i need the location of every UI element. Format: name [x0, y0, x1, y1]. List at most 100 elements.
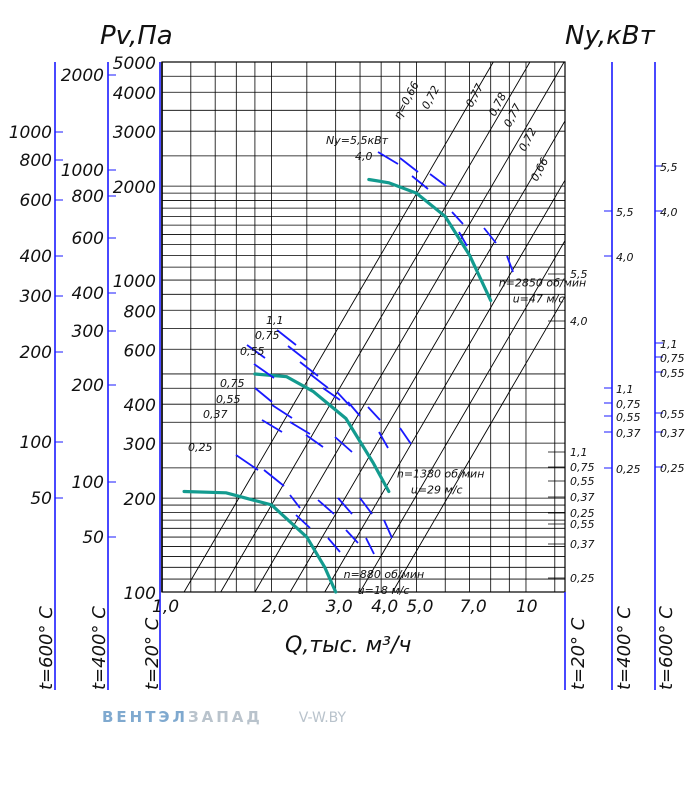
power-t600-label: 0,25 — [660, 462, 685, 475]
power-t400-label: 0,75 — [616, 398, 641, 411]
power-dash — [345, 529, 359, 544]
y-tick-label: 600 — [124, 341, 156, 361]
power-dash — [289, 494, 301, 509]
power-dash — [483, 227, 497, 244]
t600-tick-label: 400 — [20, 247, 52, 267]
power-dash — [235, 454, 259, 471]
temp-label-20-right: t=20° C — [568, 617, 589, 690]
watermark-brand-a: ВЕНТЭЛ — [102, 708, 188, 726]
t400-tick-label: 400 — [72, 284, 104, 304]
x-tick-label: 1,0 — [152, 597, 179, 617]
efficiency-label: 0,77 — [463, 82, 486, 110]
power-dash — [322, 387, 341, 401]
y-tick-label: 200 — [124, 490, 156, 510]
power-dash — [337, 497, 353, 515]
power-dash — [367, 406, 381, 421]
power-label: 0,75 — [220, 377, 245, 390]
x-tick-label: 7,0 — [460, 597, 487, 617]
power-dash — [383, 519, 393, 539]
plot-frame — [161, 61, 566, 593]
y-tick-label: 100 — [124, 584, 156, 604]
x-tick-label: 3,0 — [326, 597, 353, 617]
efficiency-ray — [359, 240, 566, 593]
chart-marks: η=0,660,72 0,77 0,780,770,720,661,0 2,0 3,0 4… — [9, 54, 685, 617]
t600-tick-label: 300 — [20, 287, 52, 307]
t600-tick-label: 800 — [20, 151, 52, 171]
efficiency-label: 0,72 — [419, 84, 442, 112]
power-dash — [246, 344, 266, 359]
fan-curve — [367, 177, 493, 303]
temp-label-600-right: t=600° C — [656, 606, 677, 690]
flow-axis-title: Q,тыс. м³/ч — [285, 633, 411, 658]
power-t20-label: 1,1 — [570, 446, 588, 459]
power-t20-label: 0,25 — [570, 507, 595, 520]
t400-tick-label: 200 — [72, 376, 104, 396]
t600-tick-label: 600 — [20, 191, 52, 211]
efficiency-ray — [289, 120, 566, 593]
power-dash — [506, 255, 514, 273]
t600-tick-label: 1000 — [9, 123, 52, 143]
y-tick-label: 5000 — [113, 54, 156, 74]
power-t20-label: 4,0 — [570, 315, 588, 328]
power-t20-label: 5,5 — [570, 268, 588, 281]
power-t400-label: 0,37 — [616, 427, 641, 440]
power-dash — [334, 436, 353, 453]
t400-tick-label: 2000 — [61, 66, 104, 86]
fan-curve — [182, 489, 338, 594]
power-axis-title: Ny,кВт — [565, 21, 656, 51]
speed-label: n=880 об/мин — [344, 568, 425, 581]
efficiency-ray — [392, 296, 566, 593]
efficiency-label: η=0,66 — [391, 79, 422, 121]
y-tick-label: 400 — [124, 396, 156, 416]
power-dash — [359, 497, 373, 515]
t400-tick-label: 50 — [82, 528, 104, 548]
t600-tick-label: 100 — [20, 433, 52, 453]
power-dash — [305, 434, 324, 448]
plot-grid — [161, 61, 566, 593]
t400-tick-label: 800 — [72, 187, 104, 207]
watermark: ВЕНТЭЛЗАПАД V-W.BY — [102, 708, 346, 726]
power-dash — [254, 387, 273, 403]
power-t600-label: 0,75 — [660, 352, 685, 365]
power-dash — [327, 537, 341, 553]
temp-label-400-right: t=400° C — [614, 606, 635, 690]
efficiency-label: 0,72 — [516, 126, 539, 154]
y-tick-label: 300 — [124, 435, 156, 455]
y-tick-label: 3000 — [113, 123, 156, 143]
power-label: 0,55 — [240, 345, 265, 358]
power-dash — [399, 427, 412, 445]
power-t600-label: 1,1 — [660, 338, 678, 351]
power-dash — [458, 231, 468, 247]
fan-curve — [253, 372, 391, 494]
power-dash — [271, 404, 293, 419]
y-tick-label: 1000 — [113, 272, 156, 292]
temp-label-400-left: t=400° C — [89, 606, 110, 690]
power-dash — [399, 157, 419, 173]
velocity-label: u=29 м/с — [411, 483, 463, 496]
power-t600-label: 0,55 — [660, 367, 685, 380]
t400-tick-label: 300 — [72, 322, 104, 342]
x-tick-label: 4,0 — [371, 597, 398, 617]
power-label: 0,55 — [216, 393, 241, 406]
y-tick-label: 4000 — [113, 84, 156, 104]
velocity-label: u=47 м/с — [513, 292, 565, 305]
x-tick-label: 2,0 — [262, 597, 289, 617]
velocity-label: u=18 м/с — [358, 584, 410, 597]
temp-label-600-left: t=600° C — [36, 606, 57, 690]
power-t20-label: 0,37 — [570, 538, 595, 551]
efficiency-label: 0,66 — [528, 156, 551, 184]
watermark-brand-b: ЗАПАД — [187, 708, 263, 726]
power-dash — [451, 211, 464, 225]
y-tick-label: 2000 — [113, 178, 156, 198]
power-t400-label: 5,5 — [616, 206, 634, 219]
power-dash — [411, 175, 429, 190]
power-t600-label: 4,0 — [660, 206, 678, 219]
power-t20-label: 0,25 — [570, 572, 595, 585]
t600-tick-label: 200 — [20, 343, 52, 363]
speed-label: n=2850 об/мин — [499, 276, 587, 289]
t400-tick-label: 100 — [72, 473, 104, 493]
power-label: Ny=5,5кВт — [326, 134, 389, 147]
power-dash — [253, 363, 275, 379]
power-t400-label: 1,1 — [616, 383, 634, 396]
